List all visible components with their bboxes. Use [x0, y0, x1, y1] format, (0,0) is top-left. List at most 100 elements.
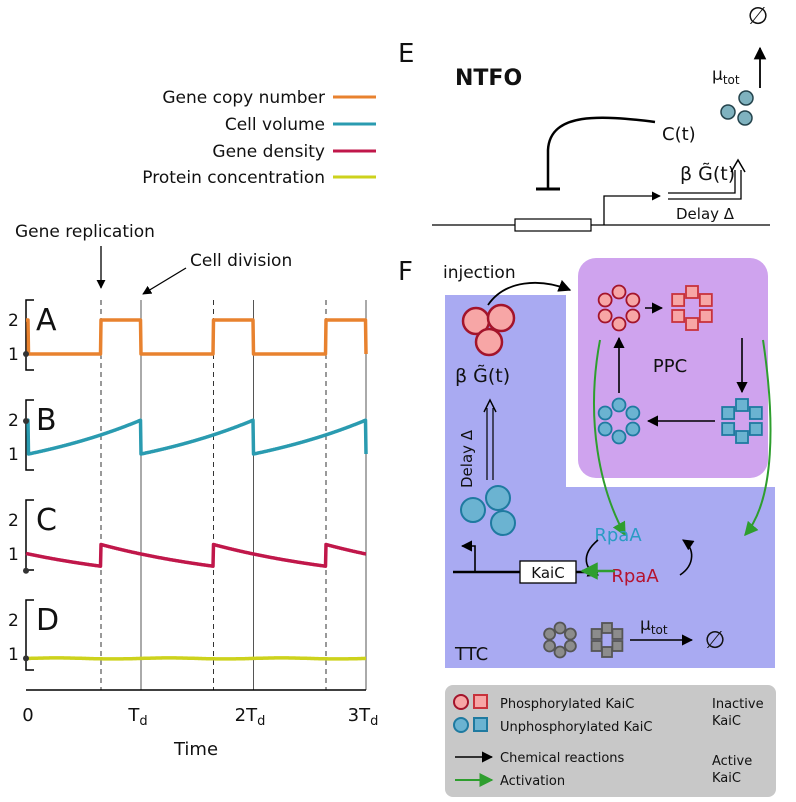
kaic-unit	[543, 627, 557, 641]
legend-text: Cell volume	[225, 115, 325, 135]
start-dot	[23, 655, 29, 662]
null-symbol: ∅	[705, 626, 726, 654]
arrow	[487, 279, 572, 306]
kaic-unit	[671, 293, 686, 307]
rate-label: μtot	[712, 65, 740, 87]
kaic-unit	[601, 646, 613, 658]
ttc-label: TTC	[454, 644, 488, 665]
rpaa-active: RpaA	[611, 566, 659, 587]
x-axis: 0 Td 2Td 3Td Time	[22, 705, 378, 760]
activation	[744, 339, 772, 537]
y-tick-label: 2	[8, 611, 19, 631]
kaic-unit	[625, 308, 641, 324]
protein-label: C(t)	[662, 124, 696, 145]
plot-legend: Gene copy number Cell volume Gene densit…	[142, 88, 376, 188]
kaic-unit	[543, 639, 557, 653]
kaic-unit	[611, 284, 627, 300]
annotation: Gene replication	[15, 222, 155, 242]
kaic-unit	[611, 429, 627, 445]
y-tick-label: 1	[8, 645, 19, 665]
kaic-unit	[735, 430, 749, 444]
curve	[24, 418, 368, 456]
y-tick-label: 1	[8, 445, 19, 465]
kaic-unit	[671, 309, 686, 323]
arrow	[142, 267, 187, 295]
title: NTFO	[455, 66, 522, 91]
kaic-unit	[590, 628, 603, 640]
kaic-unit	[597, 405, 613, 421]
kaic-unit	[685, 285, 699, 299]
kaic-unit	[735, 398, 749, 412]
legend-text: KaiC	[712, 714, 741, 729]
production-label: β G̃(t)	[455, 365, 510, 387]
delay-arrowhead	[483, 398, 497, 413]
kaic-unit	[601, 622, 613, 634]
curve	[24, 318, 368, 356]
kaic-unit	[625, 405, 641, 421]
kaic-unit	[685, 317, 699, 331]
kaic-unit	[698, 293, 713, 307]
kaic-unit	[597, 308, 613, 324]
kaic-unit	[721, 406, 736, 420]
delay-arrowhead	[730, 158, 746, 173]
arrow	[679, 539, 695, 576]
gene	[514, 218, 592, 232]
injection-label: injection	[443, 263, 516, 283]
null-symbol: ∅	[748, 2, 769, 30]
legend-text: Chemical reactions	[500, 751, 625, 766]
y-axis-bracket	[25, 499, 34, 571]
gene-label: KaiC	[531, 564, 564, 582]
ppc-label: PPC	[653, 356, 687, 377]
legend-text: Gene density	[212, 142, 325, 162]
legend-box	[445, 685, 776, 797]
kaic-unit	[553, 621, 567, 635]
kaic-unit	[611, 628, 624, 640]
y-tick-label: 2	[8, 511, 19, 531]
curve	[24, 542, 368, 568]
panel-label: A	[36, 303, 57, 338]
y-axis-bracket	[25, 599, 34, 671]
promoter-arrow	[460, 540, 476, 572]
rpaa-inactive: RpaA	[594, 525, 642, 546]
panel-label: D	[36, 603, 59, 638]
kaic-unit	[563, 639, 577, 653]
kaic-unit	[721, 422, 736, 436]
legend-text: Unphosphorylated KaiC	[500, 720, 652, 735]
injected-kaic	[461, 303, 516, 357]
y-axis-bracket	[25, 299, 34, 371]
x-tick-label: 0	[22, 705, 33, 726]
start-dot	[23, 567, 29, 574]
start-dot	[23, 351, 29, 357]
y-axis-bracket	[25, 399, 34, 471]
x-tick-label: Td	[127, 705, 147, 729]
kaic-unit	[597, 292, 613, 308]
legend-text: Activation	[500, 774, 565, 789]
legend-text: Inactive	[712, 697, 764, 712]
kaic-unit	[611, 397, 627, 413]
legend-text: Active	[712, 754, 752, 769]
protein-icons	[720, 90, 754, 126]
promoter-arrow	[603, 191, 661, 225]
gene	[519, 560, 577, 584]
kaic-unit	[625, 421, 641, 437]
legend-text: Phosphorylated KaiC	[500, 697, 634, 712]
legend: Phosphorylated KaiC Unphosphorylated Kai…	[453, 694, 764, 789]
production-label: β G̃(t)	[680, 163, 735, 185]
panel-label: B	[36, 403, 57, 438]
legend-text: Protein concentration	[142, 168, 325, 188]
y-tick-label: 1	[8, 345, 19, 365]
kaic-unit	[748, 422, 763, 436]
y-tick-label: 2	[8, 411, 19, 431]
x-tick-label: 3Td	[348, 705, 379, 729]
x-axis-label: Time	[173, 739, 218, 760]
ppc-region	[578, 258, 768, 478]
kaic-unit	[611, 316, 627, 332]
panel-label: C	[36, 503, 57, 538]
kaic-unit	[597, 421, 613, 437]
kaic-unit	[553, 645, 567, 659]
curve	[24, 656, 368, 661]
delay-arrow	[668, 170, 742, 200]
activation	[593, 339, 626, 537]
